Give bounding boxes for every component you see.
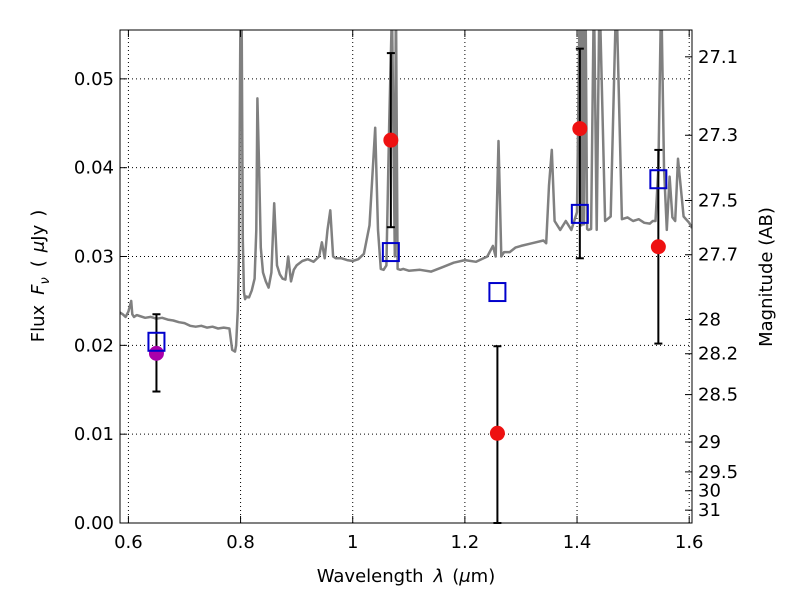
y-tick-label: 0.00 (74, 513, 114, 534)
model-magnitude-marker (488, 282, 507, 303)
magnitude-tick-label: 28 (698, 310, 721, 331)
data-point (148, 345, 164, 361)
y-tick-label: 0.04 (74, 158, 114, 179)
x-tick-labels: 0.6 0.8 1 1.2 1.4 1.6 (114, 532, 703, 553)
x-tick-label: 1.6 (675, 532, 704, 553)
axis-ticks (120, 30, 692, 524)
magnitude-tick-label: 28.5 (698, 385, 738, 406)
plot-frame (119, 29, 693, 524)
data-point (572, 121, 588, 137)
magnitude-tick-label: 28.2 (698, 344, 738, 365)
magnitude-tick-label: 29 (698, 432, 721, 453)
y-tick-labels: 0.00 0.01 0.02 0.03 0.04 0.05 (74, 69, 114, 534)
model-magnitude-marker (381, 242, 400, 263)
magnitude-tick-label: 27.7 (698, 245, 738, 266)
x-tick-label: 1 (347, 532, 358, 553)
x-tick-label: 0.6 (114, 532, 143, 553)
magnitude-tick-label: 30 (698, 481, 721, 502)
magnitude-axis-title: Magnitude (AB) (756, 207, 777, 347)
data-point (489, 425, 505, 441)
data-points (147, 47, 668, 524)
magnitude-tick-label: 27.5 (698, 190, 738, 211)
model-magnitude-marker (570, 203, 589, 224)
y-tick-label: 0.05 (74, 69, 114, 90)
data-point (383, 132, 399, 148)
x-axis-title: Wavelength λ (μm) (317, 566, 495, 587)
y-tick-label: 0.01 (74, 424, 114, 445)
data-point (650, 239, 666, 255)
y-tick-label: 0.02 (74, 335, 114, 356)
y-tick-label: 0.03 (74, 247, 114, 268)
x-tick-label: 1.2 (451, 532, 480, 553)
magnitude-tick-label: 27.3 (698, 125, 738, 146)
model-magnitude-marker (147, 331, 166, 352)
plot-background (120, 30, 692, 523)
model-spectrum-line (120, 30, 692, 353)
y-axis-title: FluxFν(μJy) (28, 210, 53, 343)
magnitude-tick-label: 29.5 (698, 462, 738, 483)
model-spectrum (120, 30, 692, 353)
magnitude-tick-label: 27.1 (698, 47, 738, 68)
x-tick-label: 0.8 (226, 532, 255, 553)
magnitude-tick-label: 31 (698, 500, 721, 521)
x-tick-label: 1.4 (563, 532, 592, 553)
model-magnitude-marker (649, 169, 668, 190)
